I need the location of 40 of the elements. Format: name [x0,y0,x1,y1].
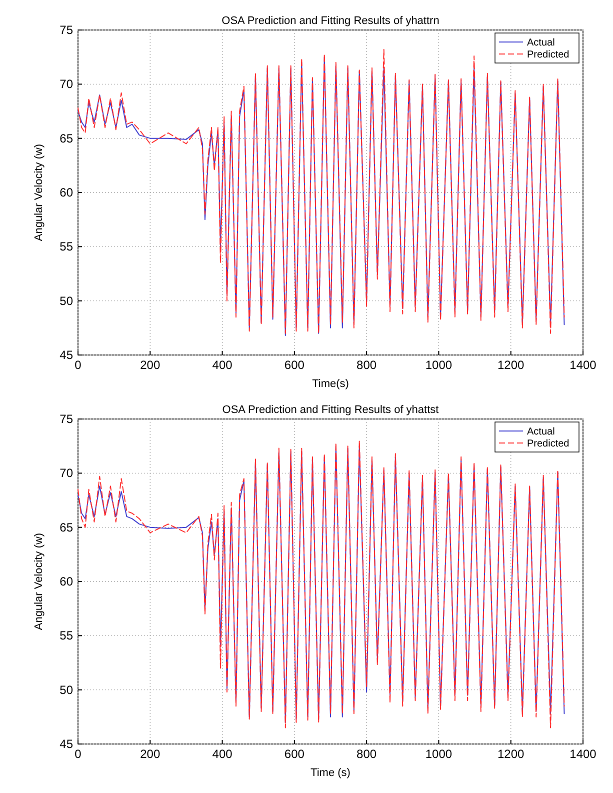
y-tick-label: 75 [60,23,74,37]
y-tick-label: 60 [60,574,74,588]
x-tick-label: 1200 [498,747,525,761]
y-axis-title: Angular Velocity (w) [33,532,45,630]
y-axis-title: Angular Velocity (w) [33,144,45,242]
x-tick-label: 0 [74,747,82,761]
y-tick-label: 50 [60,682,74,697]
y-tick-label: 45 [60,348,74,362]
x-tick-label: 1400 [570,747,597,761]
x-axis-title: Time (s) [310,767,350,779]
x-tick-label: 200 [140,358,160,372]
x-tick-label: 400 [212,747,233,761]
y-tick-label: 60 [60,186,74,200]
x-tick-label: 800 [356,358,377,372]
y-tick-label: 50 [60,294,74,308]
legend-label: Actual [527,38,555,48]
y-tick-label: 70 [60,466,74,480]
y-tick-label: 70 [60,77,74,92]
y-tick-label: 55 [60,240,74,254]
legend-label: Predicted [527,50,570,60]
x-tick-label: 200 [140,747,160,761]
y-tick-label: 65 [60,131,74,146]
legend-label: Predicted [527,438,570,450]
y-tick-label: 45 [60,737,74,751]
y-tick-label: 75 [60,412,74,426]
y-tick-label: 65 [60,520,74,534]
x-tick-label: 800 [356,747,377,761]
x-tick-label: 1400 [570,358,597,372]
chart-title: OSA Prediction and Fitting Results of yhattrn [222,15,440,27]
chart-title: OSA Prediction and Fitting Results of yhattst [222,404,439,416]
legend-label: Actual [527,426,555,438]
x-tick-label: 600 [284,358,305,372]
x-tick-label: 1000 [425,358,452,372]
x-tick-label: 400 [212,358,233,372]
x-tick-label: 0 [74,358,82,372]
x-tick-label: 1200 [498,358,525,372]
y-tick-label: 55 [60,628,74,643]
x-tick-label: 1000 [425,747,452,761]
x-tick-label: 600 [284,747,305,761]
x-axis-title: Time(s) [312,378,349,390]
